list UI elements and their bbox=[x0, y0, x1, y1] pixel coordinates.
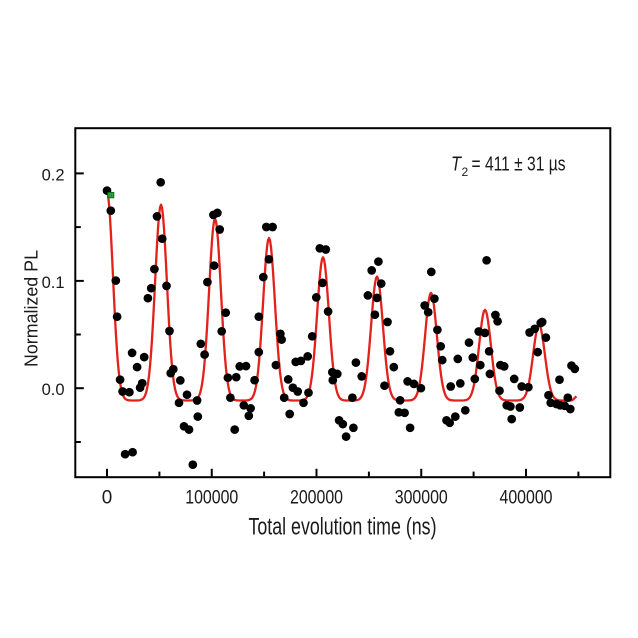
svg-text:200000: 200000 bbox=[290, 487, 343, 508]
svg-text:2: 2 bbox=[462, 165, 469, 179]
svg-text:0.2: 0.2 bbox=[42, 166, 65, 184]
svg-text:Total evolution time (ns): Total evolution time (ns) bbox=[249, 514, 437, 541]
svg-text:400000: 400000 bbox=[500, 487, 553, 508]
svg-text:Normalized PL: Normalized PL bbox=[22, 250, 42, 367]
svg-text:0.0: 0.0 bbox=[42, 381, 65, 399]
svg-text:0: 0 bbox=[102, 487, 113, 508]
svg-text:0.1: 0.1 bbox=[42, 274, 65, 292]
svg-text:300000: 300000 bbox=[395, 487, 448, 508]
svg-text:100000: 100000 bbox=[185, 487, 238, 508]
svg-text:T: T bbox=[451, 154, 462, 176]
svg-text:= 411 ± 31 µs: = 411 ± 31 µs bbox=[472, 154, 566, 176]
